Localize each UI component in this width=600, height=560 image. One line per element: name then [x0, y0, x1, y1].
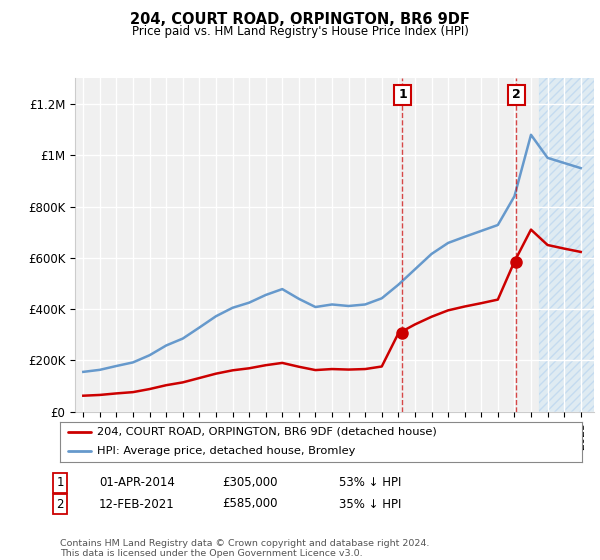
- Text: 204, COURT ROAD, ORPINGTON, BR6 9DF: 204, COURT ROAD, ORPINGTON, BR6 9DF: [130, 12, 470, 27]
- Text: £585,000: £585,000: [222, 497, 277, 511]
- Text: HPI: Average price, detached house, Bromley: HPI: Average price, detached house, Brom…: [97, 446, 355, 456]
- Bar: [539, 78, 594, 412]
- Text: 2: 2: [56, 497, 64, 511]
- Bar: [539, 78, 594, 412]
- Text: 2: 2: [512, 88, 521, 101]
- Text: 1: 1: [398, 88, 407, 101]
- Text: 1: 1: [56, 476, 64, 489]
- Text: Price paid vs. HM Land Registry's House Price Index (HPI): Price paid vs. HM Land Registry's House …: [131, 25, 469, 38]
- Text: 35% ↓ HPI: 35% ↓ HPI: [339, 497, 401, 511]
- Text: 01-APR-2014: 01-APR-2014: [99, 476, 175, 489]
- Text: 204, COURT ROAD, ORPINGTON, BR6 9DF (detached house): 204, COURT ROAD, ORPINGTON, BR6 9DF (det…: [97, 427, 436, 437]
- Text: Contains HM Land Registry data © Crown copyright and database right 2024.
This d: Contains HM Land Registry data © Crown c…: [60, 539, 430, 558]
- Text: 53% ↓ HPI: 53% ↓ HPI: [339, 476, 401, 489]
- Text: 12-FEB-2021: 12-FEB-2021: [99, 497, 175, 511]
- Text: £305,000: £305,000: [222, 476, 277, 489]
